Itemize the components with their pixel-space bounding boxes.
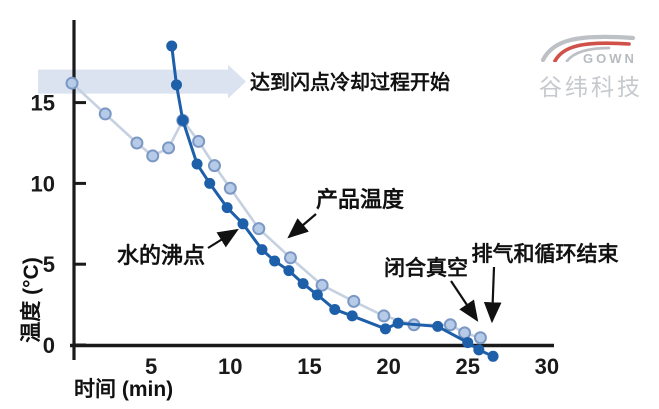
vent-cycle-end-label: 排气和循环结束 [472,242,620,266]
y-axis-title: 温度 (°C) [20,257,43,343]
brand-logo: GOWN 谷纬科技 [537,34,657,100]
series-water-boiling-point [166,40,499,362]
logo-swoosh-icon [540,34,636,62]
flash-point-band: 达到闪点冷却过程开始 [38,64,450,99]
svg-text:15: 15 [297,354,321,379]
axes: 0 5 10 15 5 10 15 20 25 30 [31,20,559,379]
logo-company-text: 谷纬科技 [539,74,643,100]
flash-point-band-label: 达到闪点冷却过程开始 [250,70,450,94]
water-boil-label: 水的沸点 [117,243,205,268]
close-vacuum-label: 闭合真空 [384,256,468,280]
svg-text:30: 30 [535,354,559,379]
svg-text:0: 0 [43,333,55,358]
svg-text:5: 5 [145,354,157,379]
product-temp-label: 产品温度 [316,187,405,212]
logo-brand-text: GOWN [583,51,637,66]
svg-text:5: 5 [43,252,55,277]
svg-text:15: 15 [31,91,55,116]
svg-text:10: 10 [31,171,55,196]
svg-text:25: 25 [456,354,480,379]
svg-text:20: 20 [376,354,400,379]
svg-text:10: 10 [218,354,242,379]
x-axis-title: 时间 (min) [74,378,174,401]
series-product-temperature [65,76,487,345]
